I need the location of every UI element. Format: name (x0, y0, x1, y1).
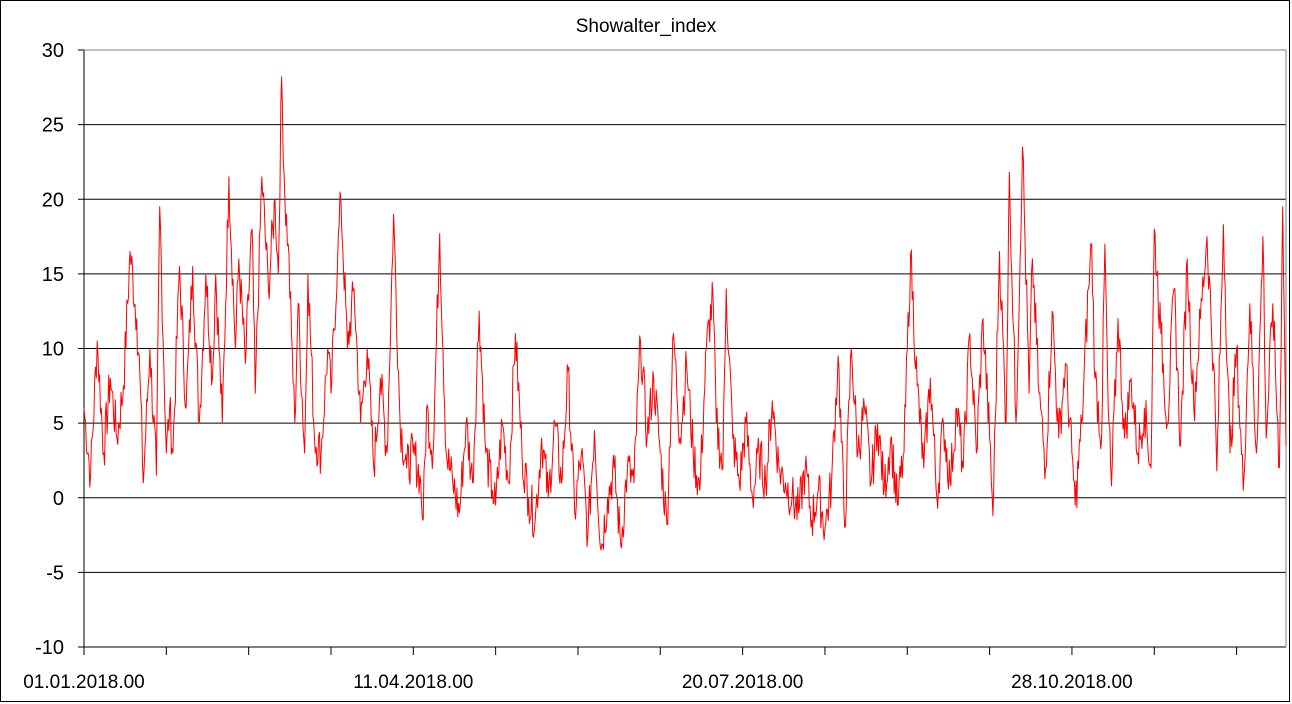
x-axis-ticks: 01.01.2018.00 11.04.2018.00 20.07.2018.00 2… (23, 647, 1238, 693)
y-tick-label: 15 (42, 264, 64, 286)
x-tick-label: 01.01.2018.00 (23, 672, 145, 693)
y-tick-label: 30 (42, 40, 64, 62)
y-tick-label: -5 (46, 562, 64, 584)
series-line-showalter-index (83, 76, 1287, 551)
x-tick-label: 11.04.2018.00 (353, 672, 473, 693)
y-tick-label: 10 (42, 339, 64, 361)
plot-area (83, 76, 1287, 551)
y-axis-ticks: 30 25 20 15 10 5 0 -5 -10 (35, 40, 84, 659)
x-tick-label: 20.07.2018.00 (682, 672, 804, 693)
y-tick-label: 5 (53, 413, 64, 435)
y-tick-label: 0 (53, 488, 64, 510)
x-tick-label: 28.10.2018.00 (1011, 672, 1133, 693)
grid-lines (83, 49, 1287, 648)
y-tick-label: 20 (42, 189, 64, 211)
y-tick-label: 25 (42, 115, 64, 137)
y-tick-label: -10 (35, 637, 64, 659)
chart-title: Showalter_index (576, 16, 717, 37)
